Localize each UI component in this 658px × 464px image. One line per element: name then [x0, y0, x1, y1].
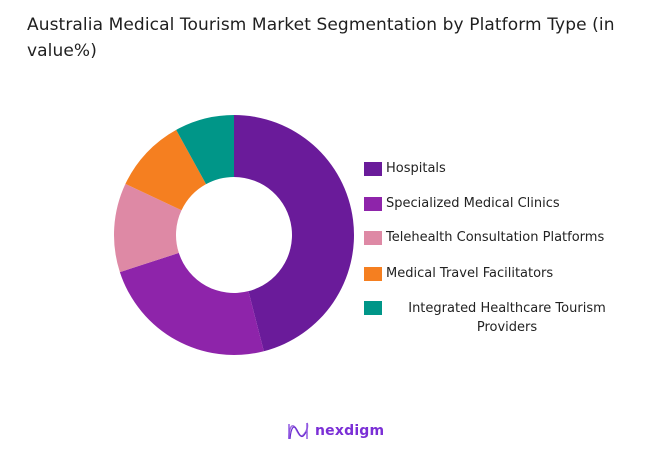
legend-swatch [364, 197, 382, 211]
donut-slice-hospitals [234, 115, 355, 352]
legend-label: Telehealth Consultation Platforms [386, 230, 605, 245]
donut-slice-integrated-healthcare-tourism-providers [176, 114, 234, 185]
logo-text: nexdigm [315, 423, 385, 439]
donut-slice-medical-travel-facilitators [125, 129, 207, 211]
legend-label: Integrated Healthcare Tourism Providers [408, 301, 606, 335]
legend-swatch [364, 267, 382, 281]
legend-label: Specialized Medical Clinics [386, 196, 560, 211]
legend-swatch [364, 231, 382, 245]
legend-item-integrated-healthcare-tourism-providers: Integrated Healthcare Tourism Providers [364, 299, 632, 337]
legend-item-medical-travel-facilitators: Medical Travel Facilitators [364, 265, 553, 283]
legend-item-specialized-medical-clinics: Specialized Medical Clinics [364, 195, 560, 213]
legend-item-hospitals: Hospitals [364, 160, 446, 178]
nexdigm-wave-icon [288, 422, 309, 440]
legend-swatch [364, 301, 382, 315]
chart-title: Australia Medical Tourism Market Segment… [27, 15, 615, 61]
legend-label: Hospitals [386, 161, 446, 176]
legend-label: Medical Travel Facilitators [386, 266, 554, 281]
donut-slice-specialized-medical-clinics [119, 252, 264, 355]
legend-swatch [364, 162, 382, 176]
donut-slice-telehealth-consultation-platforms [114, 183, 182, 273]
nexdigm-logo: nexdigm [287, 421, 384, 441]
legend-item-telehealth-consultation-platforms: Telehealth Consultation Platforms [364, 229, 604, 247]
